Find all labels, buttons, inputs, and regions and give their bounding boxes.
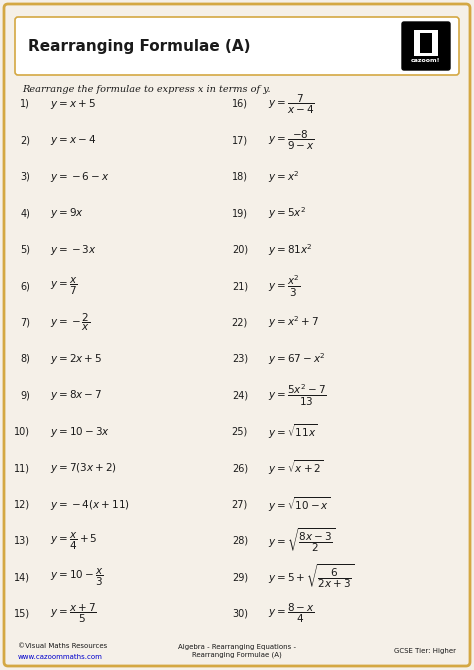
Text: $y = \sqrt{11x}$: $y = \sqrt{11x}$ — [268, 422, 318, 441]
Text: $y = 9x$: $y = 9x$ — [50, 206, 84, 220]
Text: $y = 5 + \sqrt{\dfrac{6}{2x + 3}}$: $y = 5 + \sqrt{\dfrac{6}{2x + 3}}$ — [268, 563, 355, 592]
Text: 27): 27) — [232, 500, 248, 510]
Text: $y = -\dfrac{2}{x}$: $y = -\dfrac{2}{x}$ — [50, 312, 91, 333]
Text: 23): 23) — [232, 354, 248, 364]
Text: 6): 6) — [20, 281, 30, 291]
FancyBboxPatch shape — [402, 22, 450, 70]
Text: $y = x+ 5$: $y = x+ 5$ — [50, 97, 96, 111]
FancyBboxPatch shape — [420, 33, 432, 53]
Text: 2): 2) — [20, 135, 30, 145]
Text: 29): 29) — [232, 572, 248, 582]
Text: 12): 12) — [14, 500, 30, 510]
Text: 28): 28) — [232, 536, 248, 546]
Text: 14): 14) — [14, 572, 30, 582]
Text: 24): 24) — [232, 391, 248, 400]
Text: Rearrange the formulae to express x in terms of y.: Rearrange the formulae to express x in t… — [22, 86, 271, 94]
Text: $y = 67 - x^{2}$: $y = 67 - x^{2}$ — [268, 351, 326, 366]
Text: cazoom!: cazoom! — [411, 58, 441, 63]
Text: $y = \dfrac{-8}{9 - x}$: $y = \dfrac{-8}{9 - x}$ — [268, 129, 315, 152]
Text: $y = -6 - x$: $y = -6 - x$ — [50, 170, 109, 184]
FancyBboxPatch shape — [15, 17, 459, 75]
Text: 13): 13) — [14, 536, 30, 546]
Text: 3): 3) — [20, 172, 30, 182]
Text: 17): 17) — [232, 135, 248, 145]
Text: $y = \dfrac{7}{x - 4}$: $y = \dfrac{7}{x - 4}$ — [268, 92, 315, 116]
Text: ©Visual Maths Resources: ©Visual Maths Resources — [18, 643, 107, 649]
Text: 22): 22) — [232, 318, 248, 328]
Text: 19): 19) — [232, 208, 248, 218]
Text: $y = \dfrac{x + 7}{5}$: $y = \dfrac{x + 7}{5}$ — [50, 602, 97, 625]
Text: 4): 4) — [20, 208, 30, 218]
Text: $y = \dfrac{5x^{2} - 7}{13}$: $y = \dfrac{5x^{2} - 7}{13}$ — [268, 383, 327, 408]
Text: $y = 2x + 5$: $y = 2x + 5$ — [50, 352, 102, 366]
Text: $y = \dfrac{x}{7}$: $y = \dfrac{x}{7}$ — [50, 275, 78, 297]
Text: 15): 15) — [14, 609, 30, 619]
Text: $y = 7(3x + 2)$: $y = 7(3x + 2)$ — [50, 461, 117, 475]
Text: $y = \dfrac{x}{4} + 5$: $y = \dfrac{x}{4} + 5$ — [50, 531, 98, 551]
FancyBboxPatch shape — [414, 30, 438, 56]
Text: 25): 25) — [232, 427, 248, 437]
Text: GCSE Tier: Higher: GCSE Tier: Higher — [394, 648, 456, 654]
Text: 9): 9) — [20, 391, 30, 400]
Text: 5): 5) — [20, 245, 30, 255]
Text: 18): 18) — [232, 172, 248, 182]
Text: 21): 21) — [232, 281, 248, 291]
Text: 20): 20) — [232, 245, 248, 255]
Text: 1): 1) — [20, 99, 30, 109]
Text: Algebra - Rearranging Equations -
Rearranging Formulae (A): Algebra - Rearranging Equations - Rearra… — [178, 645, 296, 658]
Text: 7): 7) — [20, 318, 30, 328]
Text: $y = \dfrac{8 - x}{4}$: $y = \dfrac{8 - x}{4}$ — [268, 602, 315, 625]
Text: $y = \sqrt{10 - x}$: $y = \sqrt{10 - x}$ — [268, 495, 330, 514]
Text: 26): 26) — [232, 463, 248, 473]
Text: Rearranging Formulae (A): Rearranging Formulae (A) — [28, 38, 250, 54]
Text: $y = \dfrac{x^{2}}{3}$: $y = \dfrac{x^{2}}{3}$ — [268, 273, 301, 299]
FancyBboxPatch shape — [4, 4, 470, 666]
Text: 30): 30) — [232, 609, 248, 619]
Text: $y = 81x^{2}$: $y = 81x^{2}$ — [268, 242, 313, 257]
Text: $y = 8x - 7$: $y = 8x - 7$ — [50, 389, 102, 402]
Text: $y = x - 4$: $y = x - 4$ — [50, 133, 96, 147]
Text: $y = 10 - \dfrac{x}{3}$: $y = 10 - \dfrac{x}{3}$ — [50, 567, 104, 588]
Text: $y = \sqrt{x + 2}$: $y = \sqrt{x + 2}$ — [268, 459, 324, 478]
Text: $y = x^{2}$: $y = x^{2}$ — [268, 169, 300, 185]
Text: $y = x^{2} + 7$: $y = x^{2} + 7$ — [268, 315, 319, 330]
Text: 10): 10) — [14, 427, 30, 437]
Text: $y = -4(x + 11)$: $y = -4(x + 11)$ — [50, 498, 130, 512]
Text: $y = 10 - 3x$: $y = 10 - 3x$ — [50, 425, 110, 439]
Text: www.cazoommaths.com: www.cazoommaths.com — [18, 654, 103, 660]
Text: $y = 5x^{2}$: $y = 5x^{2}$ — [268, 205, 306, 221]
Text: 8): 8) — [20, 354, 30, 364]
Text: $y = -3x$: $y = -3x$ — [50, 243, 97, 257]
Text: $y = \sqrt{\dfrac{8x - 3}{2}}$: $y = \sqrt{\dfrac{8x - 3}{2}}$ — [268, 527, 335, 555]
Text: 16): 16) — [232, 99, 248, 109]
Text: 11): 11) — [14, 463, 30, 473]
